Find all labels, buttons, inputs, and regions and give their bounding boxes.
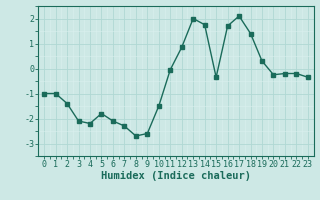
X-axis label: Humidex (Indice chaleur): Humidex (Indice chaleur) bbox=[101, 171, 251, 181]
